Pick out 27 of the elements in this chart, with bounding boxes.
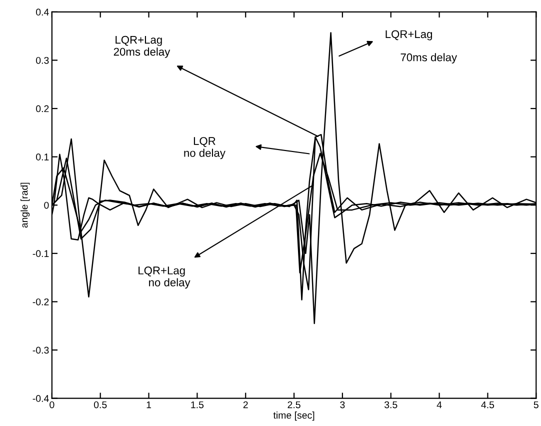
- y-tick-label: 0: [44, 202, 49, 209]
- y-tick-label: 0.2: [36, 105, 49, 112]
- y-tick-label: 0.3: [36, 56, 49, 64]
- annotation: LQR+Lag: [386, 30, 432, 40]
- x-tick-label: 4: [436, 401, 442, 408]
- x-tick-label: 1: [146, 401, 152, 408]
- y-tick-label: -0.2: [32, 298, 49, 306]
- x-tick-label: 0: [50, 401, 54, 408]
- x-axis-title: time [sec]: [273, 412, 314, 421]
- annotation: LQR+Lag no delay: [138, 266, 190, 289]
- x-tick-label: 4.5: [481, 401, 494, 408]
- x-tick-label: 3.5: [384, 401, 398, 408]
- x-tick-label: 3: [340, 401, 345, 408]
- y-tick-label: 0.4: [36, 8, 49, 16]
- x-tick-label: 2.5: [288, 401, 300, 408]
- annotation: 70ms delay: [400, 53, 458, 64]
- annotation: LQR no delay: [184, 137, 226, 160]
- x-tick-label: 2: [243, 401, 248, 408]
- y-tick-label: 0.1: [36, 154, 49, 160]
- y-tick-label: -0.1: [32, 250, 49, 258]
- y-tick-label: -0.3: [32, 346, 49, 354]
- x-tick-label: 5: [534, 401, 538, 408]
- y-axis-title: angle [rad]: [20, 182, 30, 228]
- y-tick-label: -0.4: [32, 395, 49, 402]
- x-tick-label: 1.5: [191, 401, 204, 408]
- x-tick-label: 0.5: [94, 401, 107, 408]
- annotation: LQR+Lag 20ms delay: [114, 36, 170, 58]
